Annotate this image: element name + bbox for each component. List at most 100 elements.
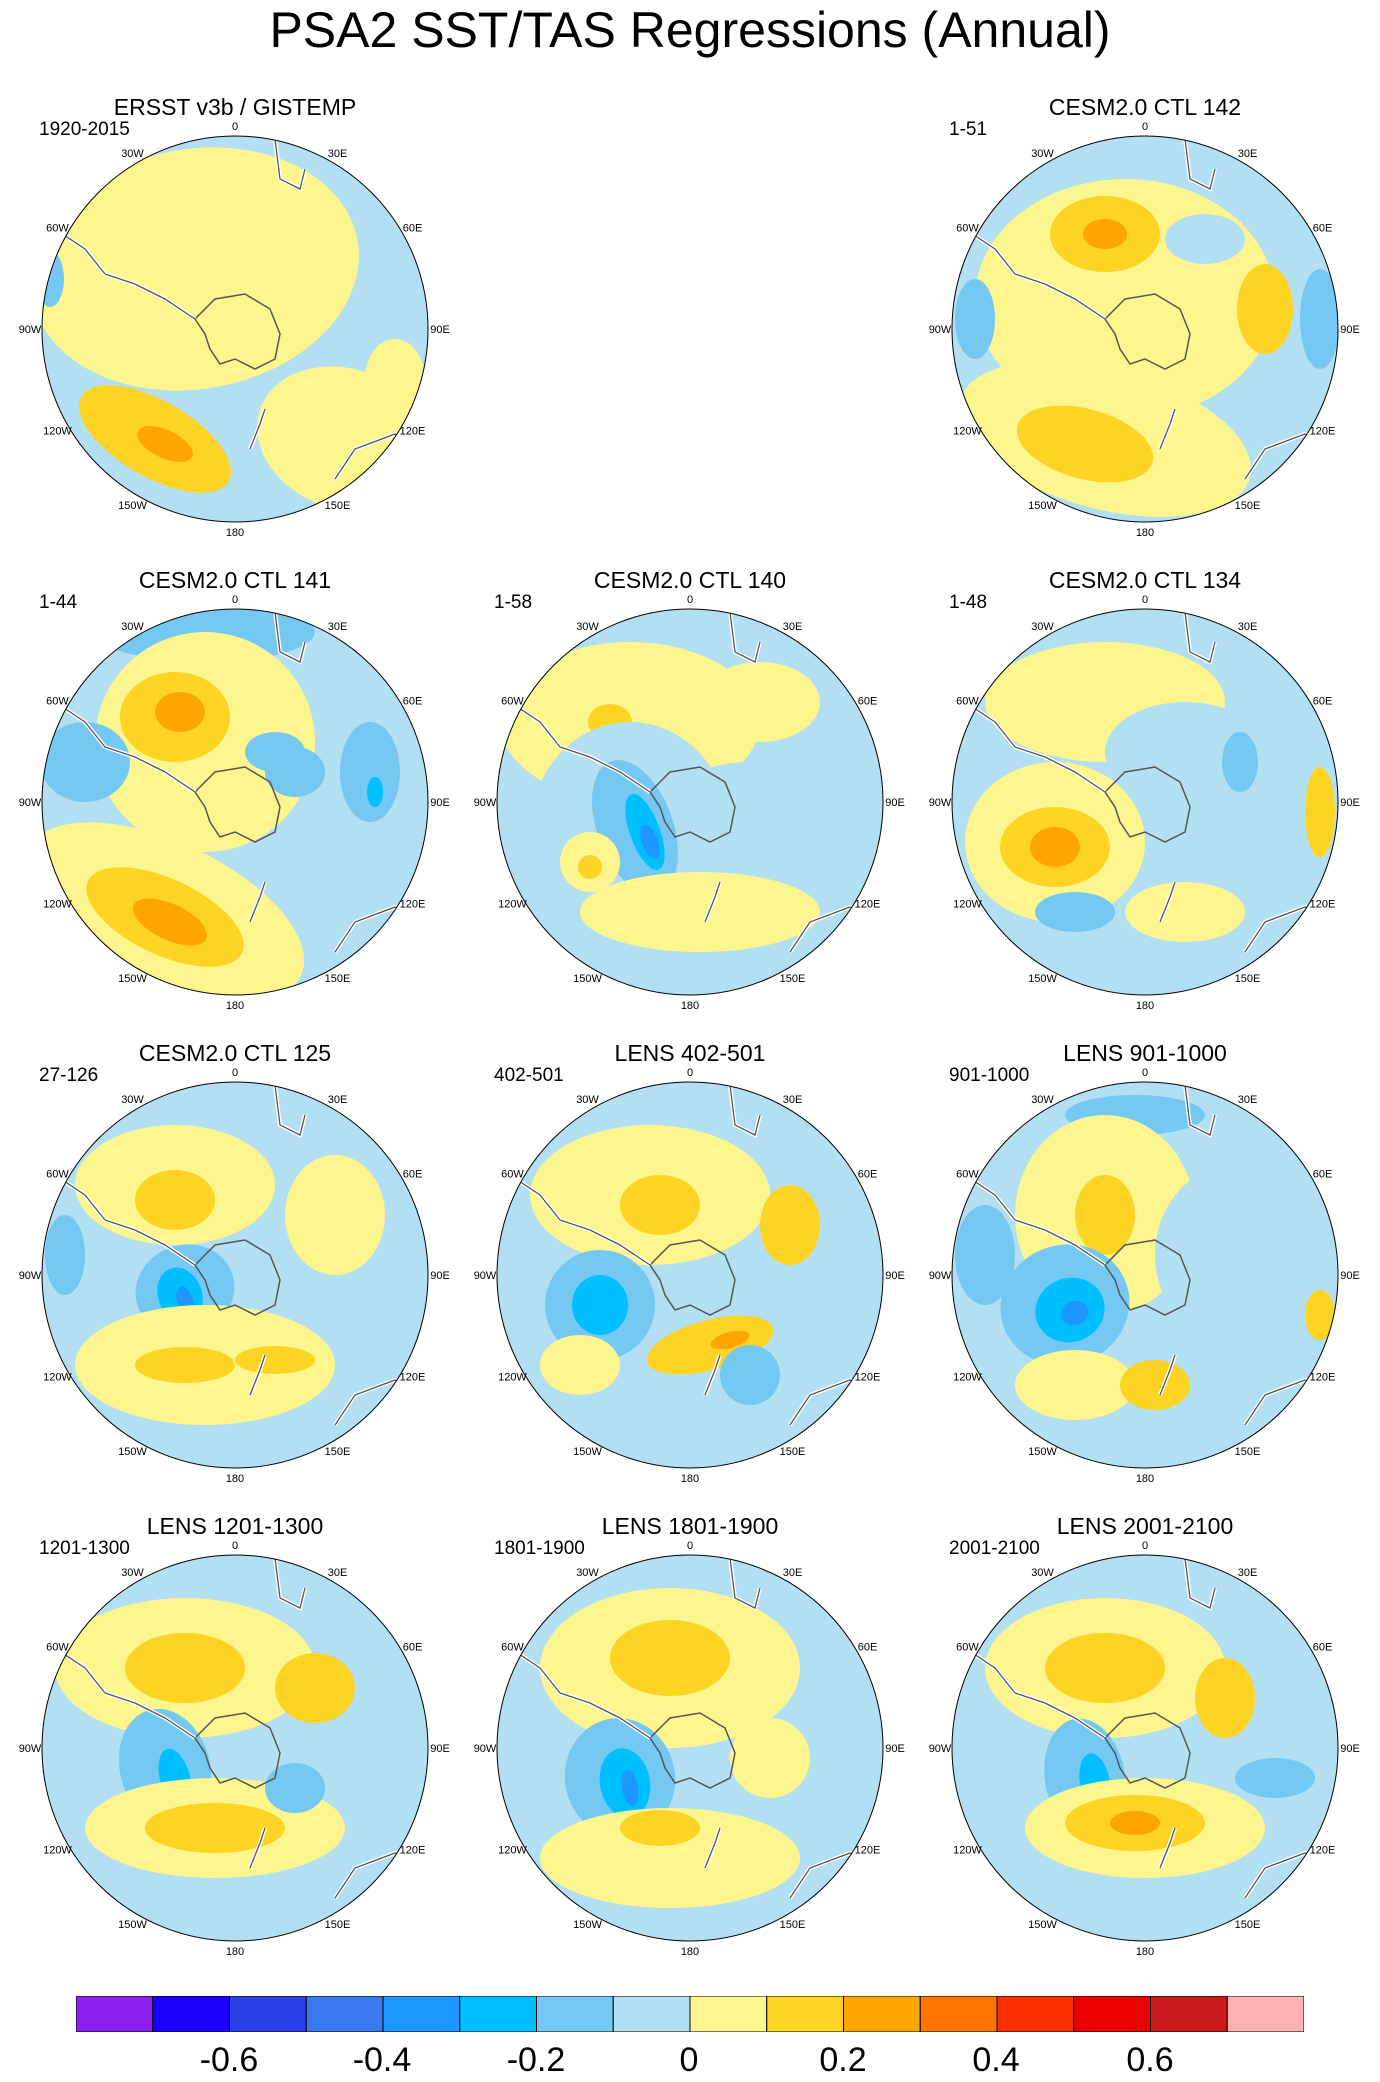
polar-map: 0 30E 60E 90E 120E 150E 180 150W 120W 90W 60W 30W <box>19 594 450 1012</box>
longitude-label: 30W <box>1031 621 1054 633</box>
longitude-label: 150E <box>325 500 351 512</box>
longitude-label: 90E <box>885 1743 905 1755</box>
polar-map: 0 30E 60E 90E 120E 150E 180 150W 120W 90W 60W 30W <box>929 1540 1360 1958</box>
colorbar-swatch <box>843 1996 921 2032</box>
longitude-label: 120W <box>953 1845 982 1857</box>
contour-region <box>955 279 995 359</box>
longitude-label: 60E <box>1313 1169 1333 1181</box>
contour-region <box>132 898 208 946</box>
coastline <box>729 611 761 663</box>
polar-map: 0 30E 60E 90E 120E 150E 180 150W 120W 90W 60W 30W <box>19 1540 450 1958</box>
longitude-label: 90E <box>430 324 450 336</box>
contour-region <box>1235 1758 1315 1798</box>
longitude-label: 0 <box>232 1067 238 1079</box>
longitude-label: 90W <box>474 1743 497 1755</box>
longitude-label: 120W <box>953 426 982 438</box>
colorbar-label: 0.4 <box>972 2041 1020 2079</box>
coastline <box>1014 1219 1106 1266</box>
longitude-label: 30W <box>1031 148 1054 160</box>
panel-title: LENS 901-1000 <box>1063 1040 1227 1066</box>
polar-map: 0 30E 60E 90E 120E 150E 180 150W 120W 90W 60W 30W <box>929 1067 1360 1485</box>
longitude-label: 120E <box>855 1845 881 1857</box>
colorbar-swatch <box>229 1996 307 2032</box>
longitude-label: 60W <box>956 1642 979 1654</box>
longitude-label: 150W <box>1028 500 1057 512</box>
panel-period: 1-58 <box>494 592 533 613</box>
panel-title: CESM2.0 CTL 140 <box>593 567 787 593</box>
contour-region <box>1300 269 1338 369</box>
longitude-label: 120W <box>498 899 527 911</box>
longitude-label: 60W <box>501 1642 524 1654</box>
antarctica-coastline <box>649 766 736 843</box>
polar-map: 0 30E 60E 90E 120E 150E 180 150W 120W 90W 60W 30W <box>19 121 450 539</box>
coastline <box>559 1692 651 1739</box>
colorbar-swatch <box>536 1996 614 2032</box>
longitude-label: 0 <box>1142 1540 1148 1552</box>
panel-period: 1920-2015 <box>39 119 130 140</box>
contour-region <box>1125 882 1245 942</box>
colorbar-swatch <box>1073 1996 1151 2032</box>
colorbar-swatch <box>919 1996 998 2032</box>
longitude-label: 30E <box>328 148 348 160</box>
contour-region <box>70 274 160 344</box>
longitude-label: 90E <box>1340 797 1360 809</box>
contour-region <box>620 1810 700 1846</box>
longitude-label: 90W <box>929 324 952 336</box>
colorbar-swatch <box>382 1996 461 2032</box>
longitude-label: 120W <box>953 1372 982 1384</box>
colorbar-label: -0.2 <box>506 2041 566 2079</box>
longitude-label: 150W <box>1028 973 1057 985</box>
longitude-label: 120W <box>43 899 72 911</box>
map-boundary <box>41 1554 429 1942</box>
longitude-label: 90E <box>430 1270 450 1282</box>
colorbar-swatch <box>152 1996 230 2032</box>
contour-region <box>610 1620 730 1696</box>
longitude-label: 150E <box>325 973 351 985</box>
longitude-label: 60W <box>46 1169 69 1181</box>
colorbar-swatch <box>76 1996 154 2032</box>
longitude-label: 90E <box>885 797 905 809</box>
longitude-label: 30W <box>121 621 144 633</box>
panel-title: CESM2.0 CTL 125 <box>138 1040 332 1066</box>
longitude-label: 90E <box>1340 1743 1360 1755</box>
longitude-label: 30E <box>328 1567 348 1579</box>
longitude-label: 180 <box>681 1000 699 1012</box>
longitude-label: 150E <box>1235 1919 1261 1931</box>
contour-region <box>42 722 130 802</box>
colorbar-swatch <box>1150 1996 1228 2032</box>
panel-period: 1-51 <box>949 119 988 140</box>
colorbar-label: -0.4 <box>352 2041 412 2079</box>
longitude-label: 60W <box>501 696 524 708</box>
colorbar-swatch <box>996 1996 1075 2032</box>
panel-title: ERSST v3b / GISTEMP <box>113 94 357 120</box>
longitude-label: 0 <box>687 1067 693 1079</box>
coastline <box>274 1084 306 1136</box>
antarctica-coastline <box>194 766 281 843</box>
contour-region <box>1110 1811 1160 1835</box>
map-boundary <box>41 135 429 523</box>
panel-title: CESM2.0 CTL 142 <box>1048 94 1242 120</box>
panel-period: 1-44 <box>39 592 78 613</box>
coastline <box>274 611 306 663</box>
colorbar-swatch <box>1226 1996 1304 2032</box>
longitude-label: 90E <box>1340 324 1360 336</box>
longitude-label: 150E <box>1235 1446 1261 1458</box>
contour-region <box>45 1215 85 1295</box>
longitude-label: 120W <box>498 1845 527 1857</box>
longitude-label: 90E <box>885 1270 905 1282</box>
longitude-label: 90W <box>929 1743 952 1755</box>
longitude-label: 30W <box>121 148 144 160</box>
longitude-label: 30E <box>1238 148 1258 160</box>
map-boundary <box>496 1081 884 1469</box>
contour-region <box>1120 1360 1190 1410</box>
map-panel-ctl141: 0 30E 60E 90E 120E 150E 180 150W 120W 90W 60W 30W C… <box>5 565 465 1035</box>
longitude-label: 30E <box>1238 1094 1258 1106</box>
contour-region <box>621 1770 639 1806</box>
contour-region <box>1155 1165 1315 1345</box>
panel-period: 1201-1300 <box>39 1538 130 1559</box>
contour-region <box>1016 405 1154 483</box>
contour-region <box>540 1335 620 1395</box>
longitude-label: 30E <box>1238 621 1258 633</box>
colorbar-label: -0.6 <box>199 2041 259 2079</box>
longitude-label: 120E <box>1310 899 1336 911</box>
